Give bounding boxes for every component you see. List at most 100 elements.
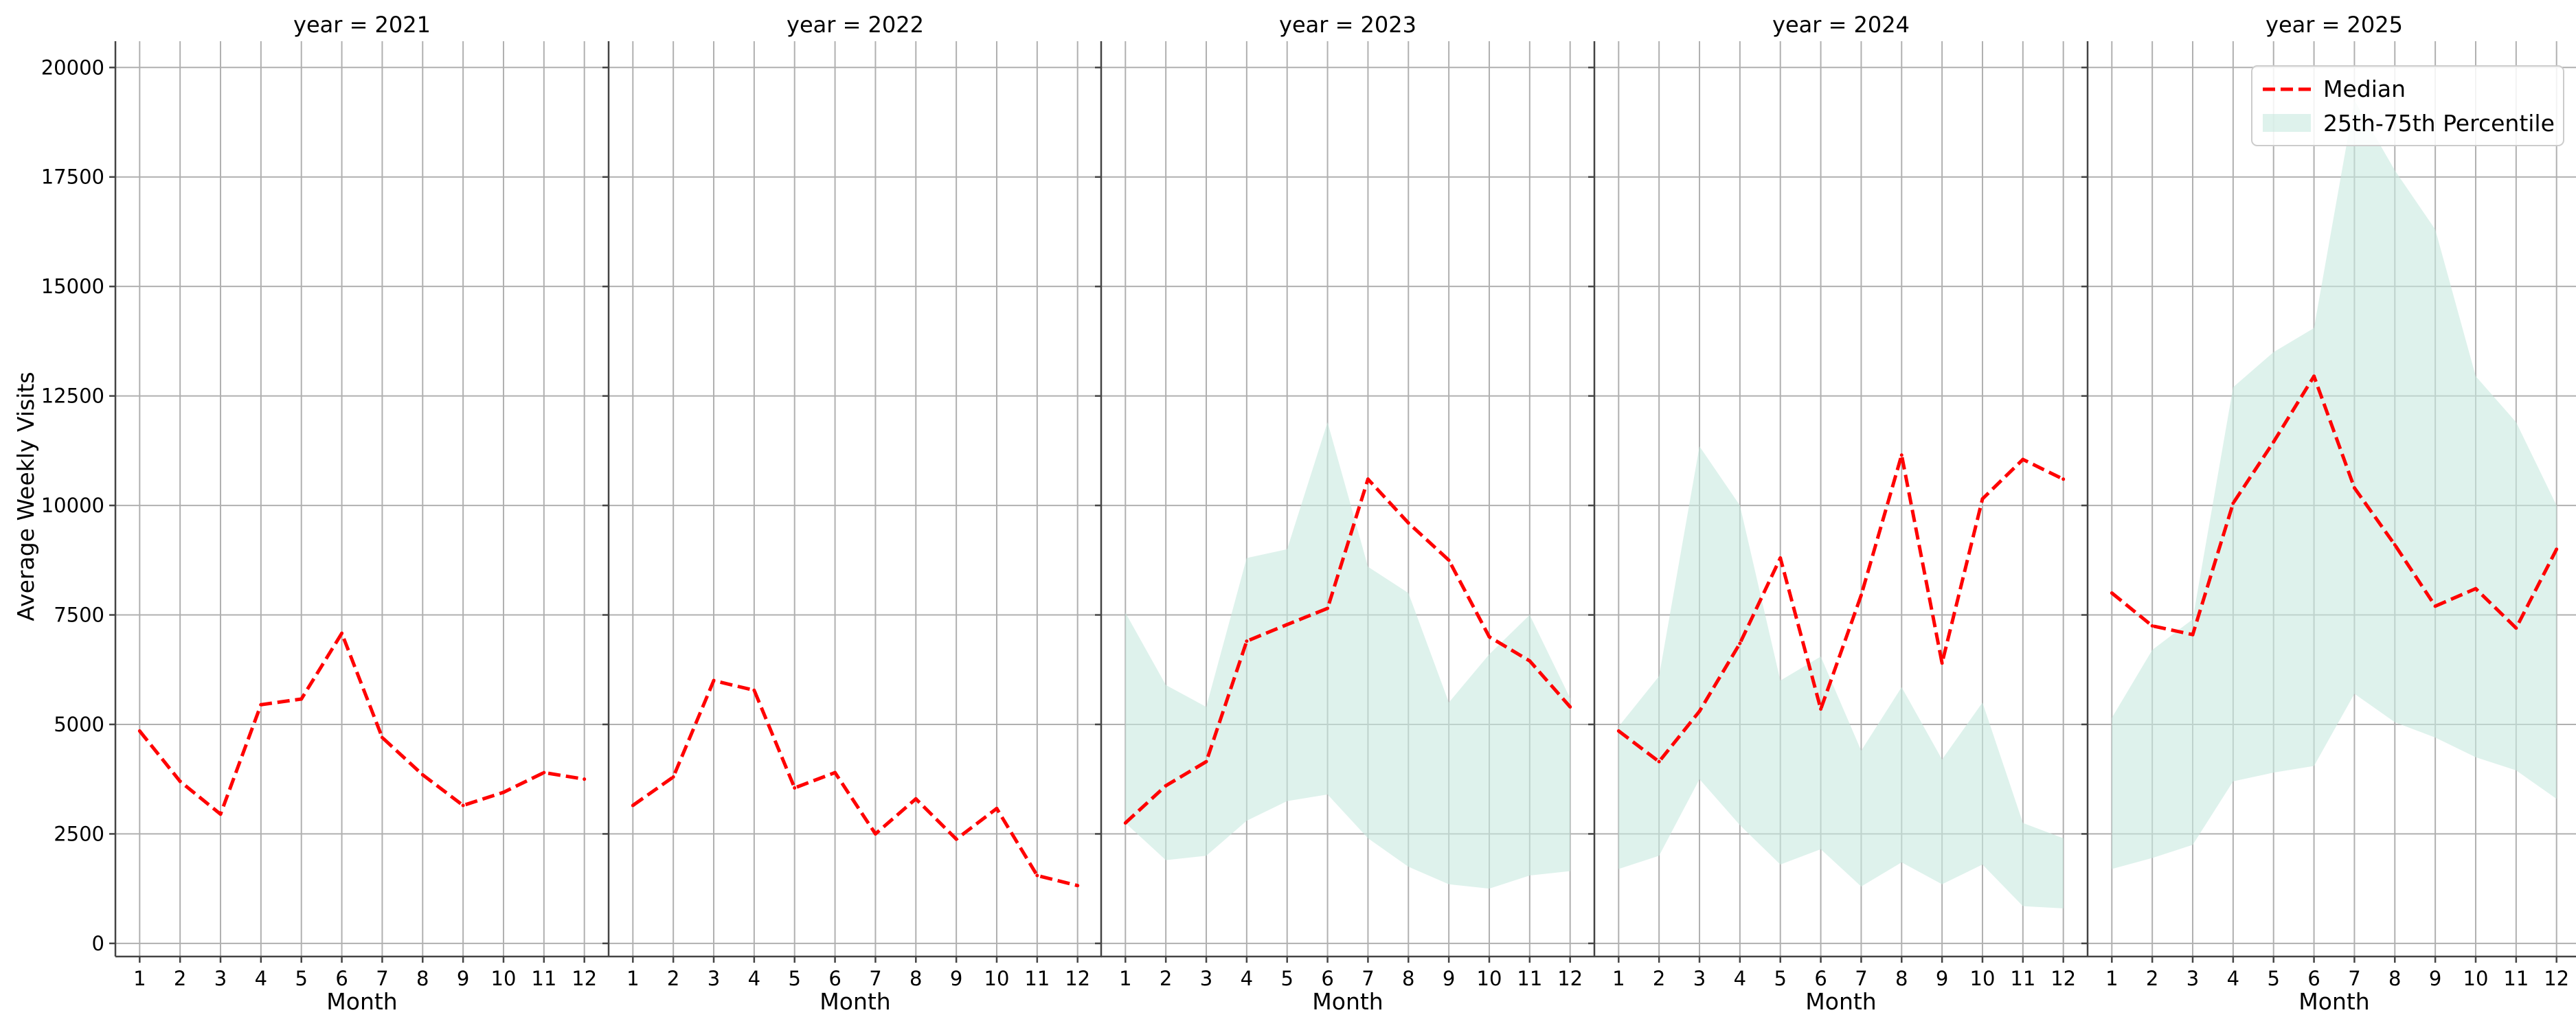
y-axis-label: Average Weekly Visits	[12, 371, 39, 621]
x-tick-label: 8	[1402, 967, 1414, 990]
median-point	[1035, 873, 1039, 878]
median-point	[2312, 374, 2316, 378]
x-tick-label: 4	[2227, 967, 2239, 990]
panel-title: year = 2021	[293, 12, 431, 38]
x-tick-label: 4	[255, 967, 267, 990]
median-point	[2150, 623, 2154, 628]
median-point	[1326, 606, 1330, 610]
x-axis-label: Month	[326, 988, 397, 1015]
median-point	[1616, 729, 1620, 733]
x-tick-label: 7	[869, 967, 881, 990]
x-axis-label: Month	[820, 988, 890, 1015]
median-point	[712, 678, 716, 683]
x-tick-label: 10	[491, 967, 517, 990]
median-point	[1285, 623, 1289, 627]
x-tick-label: 9	[1936, 967, 1948, 990]
median-point	[1778, 556, 1783, 560]
median-line	[631, 678, 1078, 888]
legend-band-swatch	[2263, 114, 2311, 132]
x-tick-label: 6	[2307, 967, 2320, 990]
x-tick-label: 8	[909, 967, 922, 990]
y-tick-label: 5000	[54, 713, 104, 736]
legend-frame	[2251, 65, 2564, 146]
percentile-band	[1125, 422, 1570, 889]
x-tick-label: 11	[2503, 967, 2529, 990]
y-tick-label: 0	[92, 932, 104, 955]
x-tick-label: 1	[133, 967, 146, 990]
median-line	[2110, 374, 2558, 637]
median-point	[2555, 547, 2559, 551]
median-point	[2231, 501, 2235, 505]
x-tick-label: 5	[788, 967, 800, 990]
x-tick-label: 3	[214, 967, 227, 990]
median-point	[2393, 542, 2397, 547]
x-tick-label: 5	[295, 967, 307, 990]
x-tick-label: 8	[1895, 967, 1908, 990]
legend-band-label: 25th-75th Percentile	[2323, 110, 2555, 137]
median-point	[2514, 626, 2518, 630]
median-point	[2021, 457, 2025, 461]
median-point	[1528, 659, 1532, 663]
median-point	[420, 772, 425, 777]
x-tick-label: 3	[2187, 967, 2199, 990]
median-point	[1406, 521, 1410, 525]
y-tick-label: 17500	[41, 165, 104, 189]
median-point	[2433, 604, 2437, 608]
median-point	[2474, 586, 2478, 591]
median-point	[2191, 632, 2195, 637]
median-point	[2061, 477, 2066, 481]
x-tick-label: 4	[1734, 967, 1746, 990]
x-tick-label: 6	[1814, 967, 1827, 990]
x-tick-label: 6	[335, 967, 348, 990]
median-point	[914, 797, 918, 801]
x-tick-label: 8	[416, 967, 429, 990]
x-tick-label: 9	[457, 967, 469, 990]
median-line	[1124, 477, 1572, 825]
x-tick-label: 4	[748, 967, 760, 990]
median-point	[218, 812, 223, 816]
median-point	[259, 702, 263, 707]
x-tick-label: 2	[667, 967, 679, 990]
median-point	[833, 770, 837, 775]
median-point	[954, 837, 958, 841]
x-tick-label: 5	[1280, 967, 1293, 990]
x-tick-label: 3	[708, 967, 720, 990]
panel-title: year = 2025	[2266, 12, 2403, 38]
median-point	[340, 631, 344, 635]
median-point	[2352, 486, 2356, 490]
x-tick-label: 12	[1557, 967, 1583, 990]
median-point	[583, 777, 587, 781]
median-point	[631, 803, 635, 808]
panel-title: year = 2024	[1772, 12, 1910, 38]
median-point	[1819, 707, 1823, 711]
x-axis-label: Month	[2298, 988, 2369, 1015]
x-tick-label: 10	[1477, 967, 1502, 990]
y-tick-label: 7500	[54, 604, 104, 627]
x-axis-label: Month	[1805, 988, 1876, 1015]
x-tick-label: 7	[376, 967, 388, 990]
median-point	[380, 735, 384, 740]
median-point	[137, 729, 142, 733]
x-tick-label: 7	[2348, 967, 2360, 990]
median-point	[1204, 759, 1208, 764]
x-tick-label: 9	[2429, 967, 2441, 990]
x-tick-label: 12	[1065, 967, 1090, 990]
median-point	[461, 803, 465, 808]
y-tick-label: 12500	[41, 385, 104, 408]
x-tick-label: 12	[572, 967, 597, 990]
y-tick-label: 2500	[54, 822, 104, 845]
x-tick-label: 6	[828, 967, 841, 990]
x-tick-label: 3	[1200, 967, 1212, 990]
x-tick-label: 11	[1024, 967, 1050, 990]
median-point	[1697, 709, 1702, 713]
median-line	[138, 631, 585, 816]
median-point	[1123, 821, 1127, 825]
x-tick-label: 7	[1855, 967, 1867, 990]
x-tick-label: 8	[2388, 967, 2401, 990]
median-point	[793, 786, 797, 790]
x-tick-label: 10	[1970, 967, 1996, 990]
